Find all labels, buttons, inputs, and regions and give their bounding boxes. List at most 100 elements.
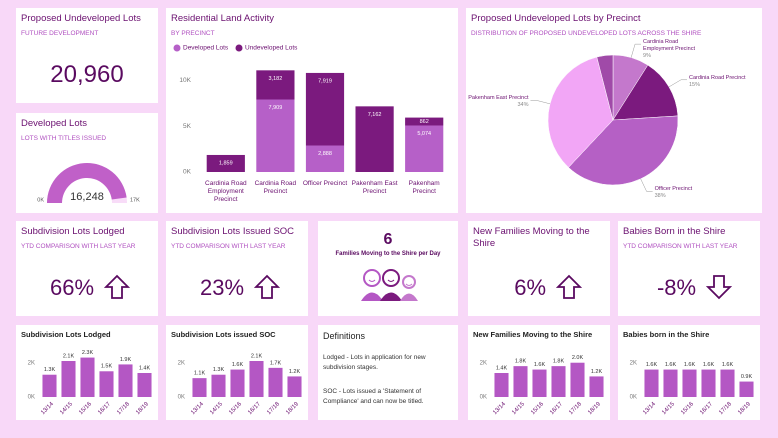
- legend-marker: [235, 44, 243, 52]
- x-tick-label: 14/15: [511, 401, 526, 416]
- y-tick-label: 2K: [178, 360, 185, 366]
- kpi-card: Babies Born in the Shire YTD COMPARISON W…: [618, 221, 760, 316]
- chart-title: Proposed Undeveloped Lots by Precinct: [471, 13, 641, 24]
- chart-canvas: 16,248 0K 17K: [37, 163, 140, 203]
- chart-canvas: 0K 2K 1.3K 13/14 2.1K 14/15 2.3K 15/16 1.5K 16/17…: [28, 350, 152, 416]
- y-tick-label: 0K: [480, 395, 487, 401]
- x-tick-label: 16/17: [699, 401, 714, 416]
- x-tick-label: 18/19: [737, 401, 752, 416]
- y-tick-label: 2K: [28, 360, 35, 366]
- leader-line: [630, 43, 642, 58]
- arrow-shape: [104, 274, 131, 299]
- gauge-value-label: 16,248: [70, 191, 104, 203]
- family-face: [363, 269, 381, 287]
- bar-value-label: 2.0K: [572, 355, 584, 361]
- y-tick-label: 2K: [480, 360, 487, 366]
- chart-title: Babies born in the Shire: [623, 330, 710, 339]
- x-tick-label: 17/18: [718, 401, 733, 416]
- kpi-subtitle: YTD COMPARISON WITH LAST YEAR: [623, 243, 738, 250]
- chart-card: Developed Lots LOTS WITH TITLES ISSUED 16,…: [16, 113, 158, 213]
- arrow-shape: [706, 275, 733, 300]
- y-tick-label: 0K: [630, 395, 637, 401]
- chart-canvas: 0K 2K 1.4K 13/14 1.8K 14/15 1.6K 15/16 1.8K 16/17…: [480, 355, 604, 416]
- bar-segment: [405, 125, 444, 172]
- x-tick-label: 15/16: [228, 401, 243, 416]
- bar-value-label: 5,074: [417, 131, 431, 137]
- bar-segment: [355, 106, 394, 172]
- leader-line: [640, 178, 653, 192]
- bar-value-label: 1.2K: [591, 369, 603, 375]
- pie-label-value: 34%: [517, 102, 529, 109]
- chart-subtitle: DISTRIBUTION OF PROPOSED UNDEVELOPED LOT…: [471, 30, 702, 37]
- chart-card: Proposed Undeveloped Lots by Precinct DIS…: [466, 8, 762, 213]
- gauge-value: [47, 163, 127, 203]
- pie-label: Pakenham East Precinct 34%: [466, 95, 528, 109]
- chart-title: Subdivision Lots Lodged: [21, 330, 111, 339]
- bar: [42, 374, 57, 397]
- bar-value-label: 2.3K: [82, 350, 94, 356]
- definition-item: SOC - Lots issued a 'Statement of Compli…: [323, 388, 424, 405]
- bar-value-label: 1,859: [219, 160, 233, 166]
- x-tick-label: 16/17: [549, 401, 564, 416]
- chart-subtitle: BY PRECINCT: [171, 30, 215, 37]
- chart-card: Subdivision Lots issued SOC 0K 2K 1.1K 13/14…: [166, 325, 308, 420]
- bar-value-label: 2.1K: [63, 353, 75, 359]
- kpi-subtitle: FUTURE DEVELOPMENT: [21, 30, 99, 37]
- bar-value-label: 7,909: [269, 105, 283, 111]
- family-smile: [368, 279, 376, 282]
- x-tick-label: Pakenham Precinct: [408, 180, 440, 195]
- pie-label: Officer Precinct 38%: [655, 186, 721, 200]
- x-tick-label: Pakenham East Precinct: [351, 180, 398, 195]
- kpi-title: Subdivision Lots Issued SOC: [171, 226, 295, 237]
- bar-value-label: 1.6K: [665, 362, 677, 368]
- x-tick-label: 13/14: [642, 401, 657, 416]
- arrow-shape: [556, 274, 583, 299]
- x-tick-label: 18/19: [285, 401, 300, 416]
- definition-item: Lodged - Lots in application for new sub…: [323, 354, 426, 371]
- pie-label-name: Cardinia Road Precinct: [688, 74, 746, 81]
- bar-value-label: 1.8K: [515, 359, 527, 365]
- x-tick-label: 17/18: [568, 401, 583, 416]
- bar-segment: [256, 99, 295, 172]
- x-tick-label: 18/19: [135, 401, 150, 416]
- pie-slice: [547, 56, 614, 168]
- bar: [211, 374, 226, 397]
- gauge-max-label: 17K: [130, 197, 140, 203]
- x-tick-label: 13/14: [190, 401, 205, 416]
- families-label: Families Moving to the Shire per Day: [335, 251, 441, 257]
- chart-title: New Families Moving to the Shire: [473, 330, 593, 339]
- y-tick-label: 0K: [183, 169, 192, 176]
- trend-arrow: [254, 274, 281, 299]
- pie-label: Cardinia Road Employment Precinct 9%: [643, 39, 709, 60]
- y-tick-label: 5K: [183, 123, 192, 130]
- bar-value-label: 1.5K: [101, 364, 113, 370]
- family-icon: [361, 269, 418, 301]
- definitions-title: Definitions: [323, 331, 366, 341]
- x-tick-label: 13/14: [492, 401, 507, 416]
- family-face: [382, 269, 400, 287]
- bar: [249, 361, 264, 397]
- legend-label: Developed Lots: [183, 45, 229, 52]
- families-card: 6 Families Moving to the Shire per Day: [318, 221, 458, 316]
- bar: [644, 369, 659, 397]
- bar: [682, 369, 697, 397]
- x-tick-label: 13/14: [40, 401, 55, 416]
- pie-label-value: 9%: [643, 53, 651, 60]
- chart-card: Babies born in the Shire 0K 2K 1.6K 13/14 1.6…: [618, 325, 760, 420]
- bar-value-label: 1.3K: [213, 367, 225, 373]
- bar-value-label: 1.4K: [496, 365, 508, 371]
- bar-value-label: 1.9K: [120, 357, 132, 363]
- bar: [137, 373, 152, 397]
- x-tick-label: 17/18: [266, 401, 281, 416]
- kpi-value: 23%: [200, 275, 245, 300]
- bar-value-label: 1.6K: [646, 362, 658, 368]
- bar-value-label: 1.1K: [194, 371, 206, 377]
- trend-arrow: [706, 275, 733, 300]
- kpi-card: New Families Moving to the Shire 6%: [468, 221, 610, 316]
- bar-value-label: 1.4K: [139, 365, 151, 371]
- kpi-card: Subdivision Lots Lodged YTD COMPARISON WI…: [16, 221, 158, 316]
- y-tick-label: 10K: [179, 77, 191, 84]
- x-tick-label: Cardinia Road Employment Precinct: [205, 180, 247, 203]
- arrow-shape: [254, 274, 281, 299]
- x-tick-label: 15/16: [680, 401, 695, 416]
